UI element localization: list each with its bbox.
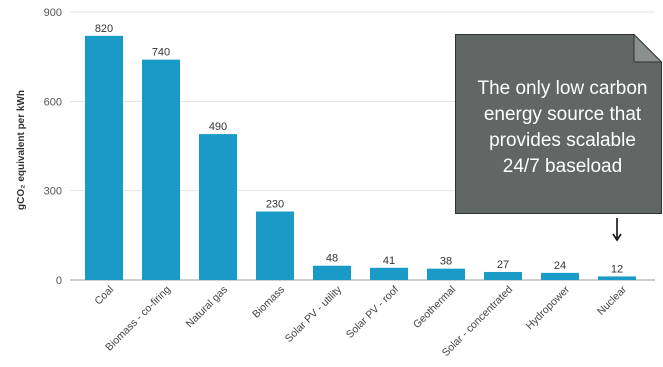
data-label: 820	[95, 23, 113, 35]
arrow-head	[612, 233, 622, 242]
y-axis-ticks: 0 300 600 900	[44, 7, 62, 287]
bar	[256, 211, 294, 280]
data-label: 12	[611, 263, 623, 275]
data-label: 27	[497, 259, 509, 271]
bar	[427, 268, 465, 280]
bar	[370, 267, 408, 280]
bar	[598, 276, 636, 280]
bars	[85, 35, 636, 281]
y-tick-label: 300	[44, 186, 62, 198]
data-label: 24	[554, 260, 566, 272]
data-label: 740	[152, 47, 170, 59]
category-label: Solar PV - roof	[344, 284, 401, 341]
y-axis-label: gCO₂ equivalent per kWh	[16, 90, 27, 210]
category-label: Biomass	[250, 284, 287, 321]
bar	[199, 134, 237, 280]
data-label: 230	[266, 199, 284, 211]
bar	[142, 59, 180, 281]
data-labels: 820 740 490 230 48 41 38 27 24 12	[95, 23, 623, 276]
annotation-callout: The only low carbon energy source that p…	[455, 34, 662, 214]
bar	[313, 265, 351, 280]
annotation-arrow	[612, 218, 622, 242]
bar	[541, 272, 579, 280]
data-label: 490	[209, 121, 227, 133]
category-label: Coal	[92, 284, 116, 308]
annotation-text: The only low carbon energy source that p…	[477, 78, 648, 177]
bar	[484, 271, 522, 280]
data-label: 48	[326, 253, 338, 265]
category-label: Nuclear	[595, 283, 629, 317]
y-tick-label: 0	[56, 275, 62, 287]
data-label: 38	[440, 256, 452, 268]
category-label: Solar PV - utility	[283, 283, 345, 345]
category-label: Geothermal	[411, 284, 458, 331]
category-label: Hydropower	[524, 283, 573, 332]
bar	[85, 35, 123, 281]
data-label: 41	[383, 255, 395, 267]
category-label: Natural gas	[184, 284, 230, 330]
y-tick-label: 600	[44, 96, 62, 108]
y-tick-label: 900	[44, 7, 62, 19]
